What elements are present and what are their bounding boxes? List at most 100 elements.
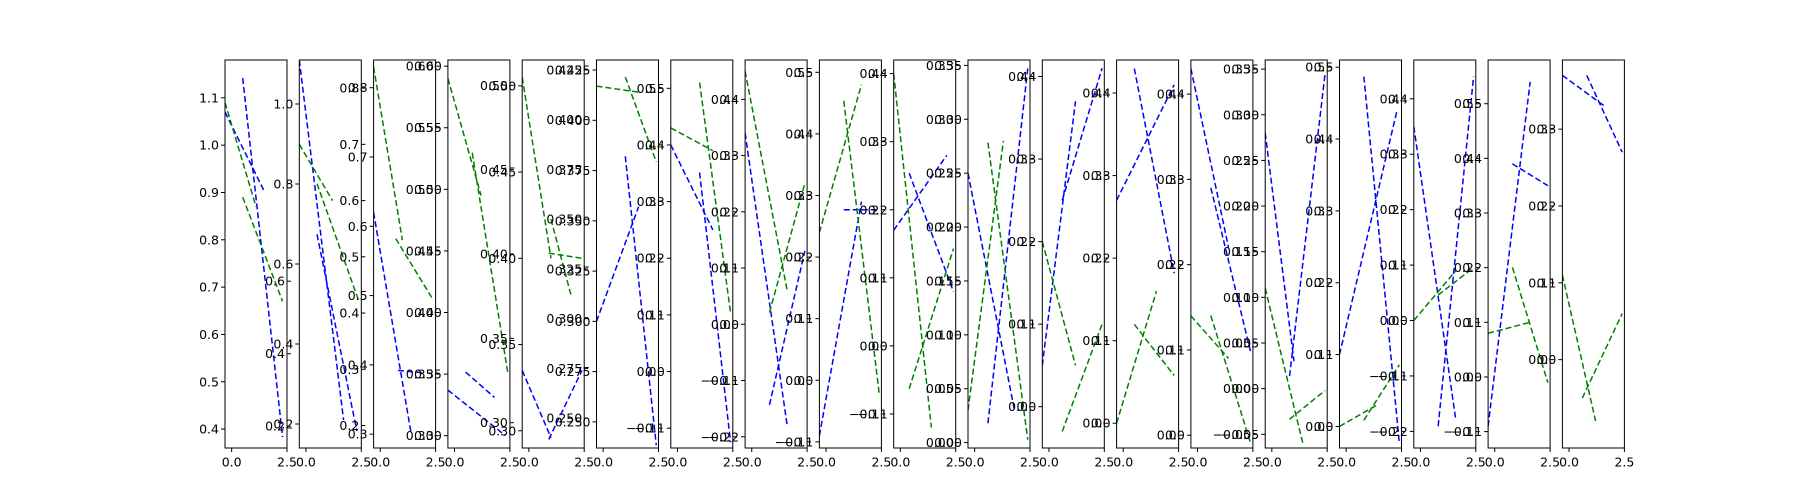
y-tick-label: 0.4 <box>1091 86 1111 101</box>
secondary-y-tick-label: 0.0 <box>711 317 731 332</box>
y-tick-label: 0.35 <box>1231 62 1259 77</box>
y-tick-label: 0.3 <box>1537 122 1557 137</box>
secondary-y-tick-label: 0.4 <box>860 66 880 81</box>
series-line-green <box>1042 241 1077 366</box>
x-tick-label: 2.5 <box>1540 455 1560 470</box>
y-tick-label: 0.0 <box>1537 352 1557 367</box>
secondary-y-tick-label: 0.4 <box>339 306 359 321</box>
secondary-y-tick-label: 0.0 <box>1008 399 1028 414</box>
y-tick-label: 0.3 <box>868 134 888 149</box>
series-line-green <box>550 218 572 295</box>
secondary-y-tick-label: 0.10 <box>926 327 954 342</box>
y-tick-label: 0.3 <box>1091 168 1111 183</box>
secondary-y-tick-label: 0.2 <box>265 419 285 434</box>
series-line-green <box>968 140 1005 411</box>
axes-frame <box>521 59 585 449</box>
y-tick-label: 0.4 <box>719 92 739 107</box>
series-line-blue <box>1116 84 1175 201</box>
series-layer <box>1488 81 1549 427</box>
secondary-y-tick-label: 0.05 <box>1223 336 1251 351</box>
secondary-y-tick-label: 0.0 <box>1454 369 1474 384</box>
x-tick-label: 2.5 <box>1094 455 1114 470</box>
y-tick-label: 0.0 <box>1314 419 1334 434</box>
secondary-y-tick-label: 0.35 <box>1223 62 1251 77</box>
secondary-y-tick-label: 0.30 <box>406 428 434 443</box>
y-tick-label: 0.325 <box>555 264 591 279</box>
series-layer <box>1265 74 1326 444</box>
secondary-y-tick-label: 0.20 <box>926 220 954 235</box>
y-tick-label: 0.2 <box>645 251 665 266</box>
series-line-green <box>299 143 334 201</box>
series-line-blue <box>1512 163 1549 187</box>
secondary-y-tick-label: 0.3 <box>637 194 657 209</box>
y-tick-label: −0.2 <box>709 429 739 444</box>
axes-frame <box>224 59 288 449</box>
y-tick-label: −0.1 <box>857 406 887 421</box>
x-tick-label: 0.0 <box>667 455 687 470</box>
y-tick-label: 0.50 <box>414 182 442 197</box>
y-tick-label: 0.2 <box>1091 251 1111 266</box>
secondary-y-tick-label: 0.2 <box>860 202 880 217</box>
x-tick-label: 0.0 <box>1113 455 1133 470</box>
secondary-y-tick-label: 0.5 <box>1454 96 1474 111</box>
panel: −0.10.00.10.20.30.40.000.050.100.150.200… <box>857 58 965 470</box>
y-tick-label: 1.0 <box>199 138 219 153</box>
secondary-y-tick-label: 0.35 <box>926 58 954 73</box>
series-line-green <box>1116 290 1158 424</box>
y-tick-label: 0.2 <box>1462 260 1482 275</box>
series-layer <box>596 76 658 446</box>
series-line-blue <box>624 156 658 446</box>
secondary-y-tick-label: 0.1 <box>1454 315 1474 330</box>
y-tick-label: 0.1 <box>1537 275 1557 290</box>
y-tick-label: 0.2 <box>273 417 293 432</box>
secondary-y-tick-label: 0.0 <box>1157 428 1177 443</box>
y-tick-label: 0.3 <box>645 194 665 209</box>
secondary-y-tick-label: 0.3 <box>1305 203 1325 218</box>
axes-frame <box>373 59 437 449</box>
x-tick-label: 2.5 <box>1614 455 1634 470</box>
y-tick-label: 0.15 <box>1231 244 1259 259</box>
series-line-green <box>1413 270 1457 321</box>
series-line-blue <box>465 371 495 398</box>
x-tick-label: 0.0 <box>296 455 316 470</box>
secondary-y-tick-label: 0.6 <box>265 274 285 289</box>
secondary-y-tick-label: 0.35 <box>406 367 434 382</box>
y-tick-label: 0.5 <box>1462 96 1482 111</box>
series-line-green <box>987 142 1029 440</box>
series-line-blue <box>1288 74 1326 377</box>
y-tick-label: 0.05 <box>934 381 962 396</box>
panel: 0.30 0.35 0.40 0.45 0.50 0.55 0.60 0.30 0.35 0.40… <box>414 59 520 470</box>
axes-frame <box>1264 59 1328 449</box>
y-tick-label: 0.0 <box>645 364 665 379</box>
series-line-blue <box>241 78 284 438</box>
axes-frame <box>967 59 1031 449</box>
y-tick-label: 0.400 <box>555 113 591 128</box>
y-tick-label: 0.60 <box>414 59 442 74</box>
series-line-blue <box>968 173 1016 411</box>
series-layer <box>1339 76 1401 443</box>
secondary-y-tick-label: 0.425 <box>546 62 582 77</box>
series-line-blue <box>596 206 640 322</box>
secondary-y-tick-label: 0.2 <box>1528 198 1548 213</box>
x-tick-label: 2.5 <box>1243 455 1263 470</box>
y-tick-label: 0.2 <box>794 250 814 265</box>
panel: −0.10.00.10.20.30.40.5−0.2−0.10.00.10.20… <box>634 59 743 470</box>
y-tick-label: 0.05 <box>1231 336 1259 351</box>
series-line-blue <box>670 144 714 231</box>
panel: 0.4 0.5 0.6 0.7 0.8 0.9 1.0 1.1 0.2 0.4 0.6 0.0 2.5 <box>199 59 297 470</box>
secondary-y-tick-label: 0.30 <box>926 112 954 127</box>
y-tick-label: 0.25 <box>934 166 962 181</box>
series-line-green <box>893 73 933 428</box>
secondary-y-tick-label: 0.2 <box>785 250 805 265</box>
y-tick-label: 0.7 <box>348 150 368 165</box>
series-line-blue <box>819 201 863 436</box>
secondary-y-tick-label: −0.1 <box>1443 424 1473 439</box>
secondary-y-tick-label: 0.1 <box>1380 258 1400 273</box>
series-line-green <box>1437 267 1475 296</box>
y-tick-label: 0.1 <box>719 261 739 276</box>
series-line-green <box>1289 389 1326 420</box>
axes-frame <box>1190 59 1254 449</box>
secondary-y-tick-label: 0.3 <box>860 134 880 149</box>
secondary-y-tick-label: 0.325 <box>546 261 582 276</box>
y-tick-label: 0.4 <box>868 66 888 81</box>
